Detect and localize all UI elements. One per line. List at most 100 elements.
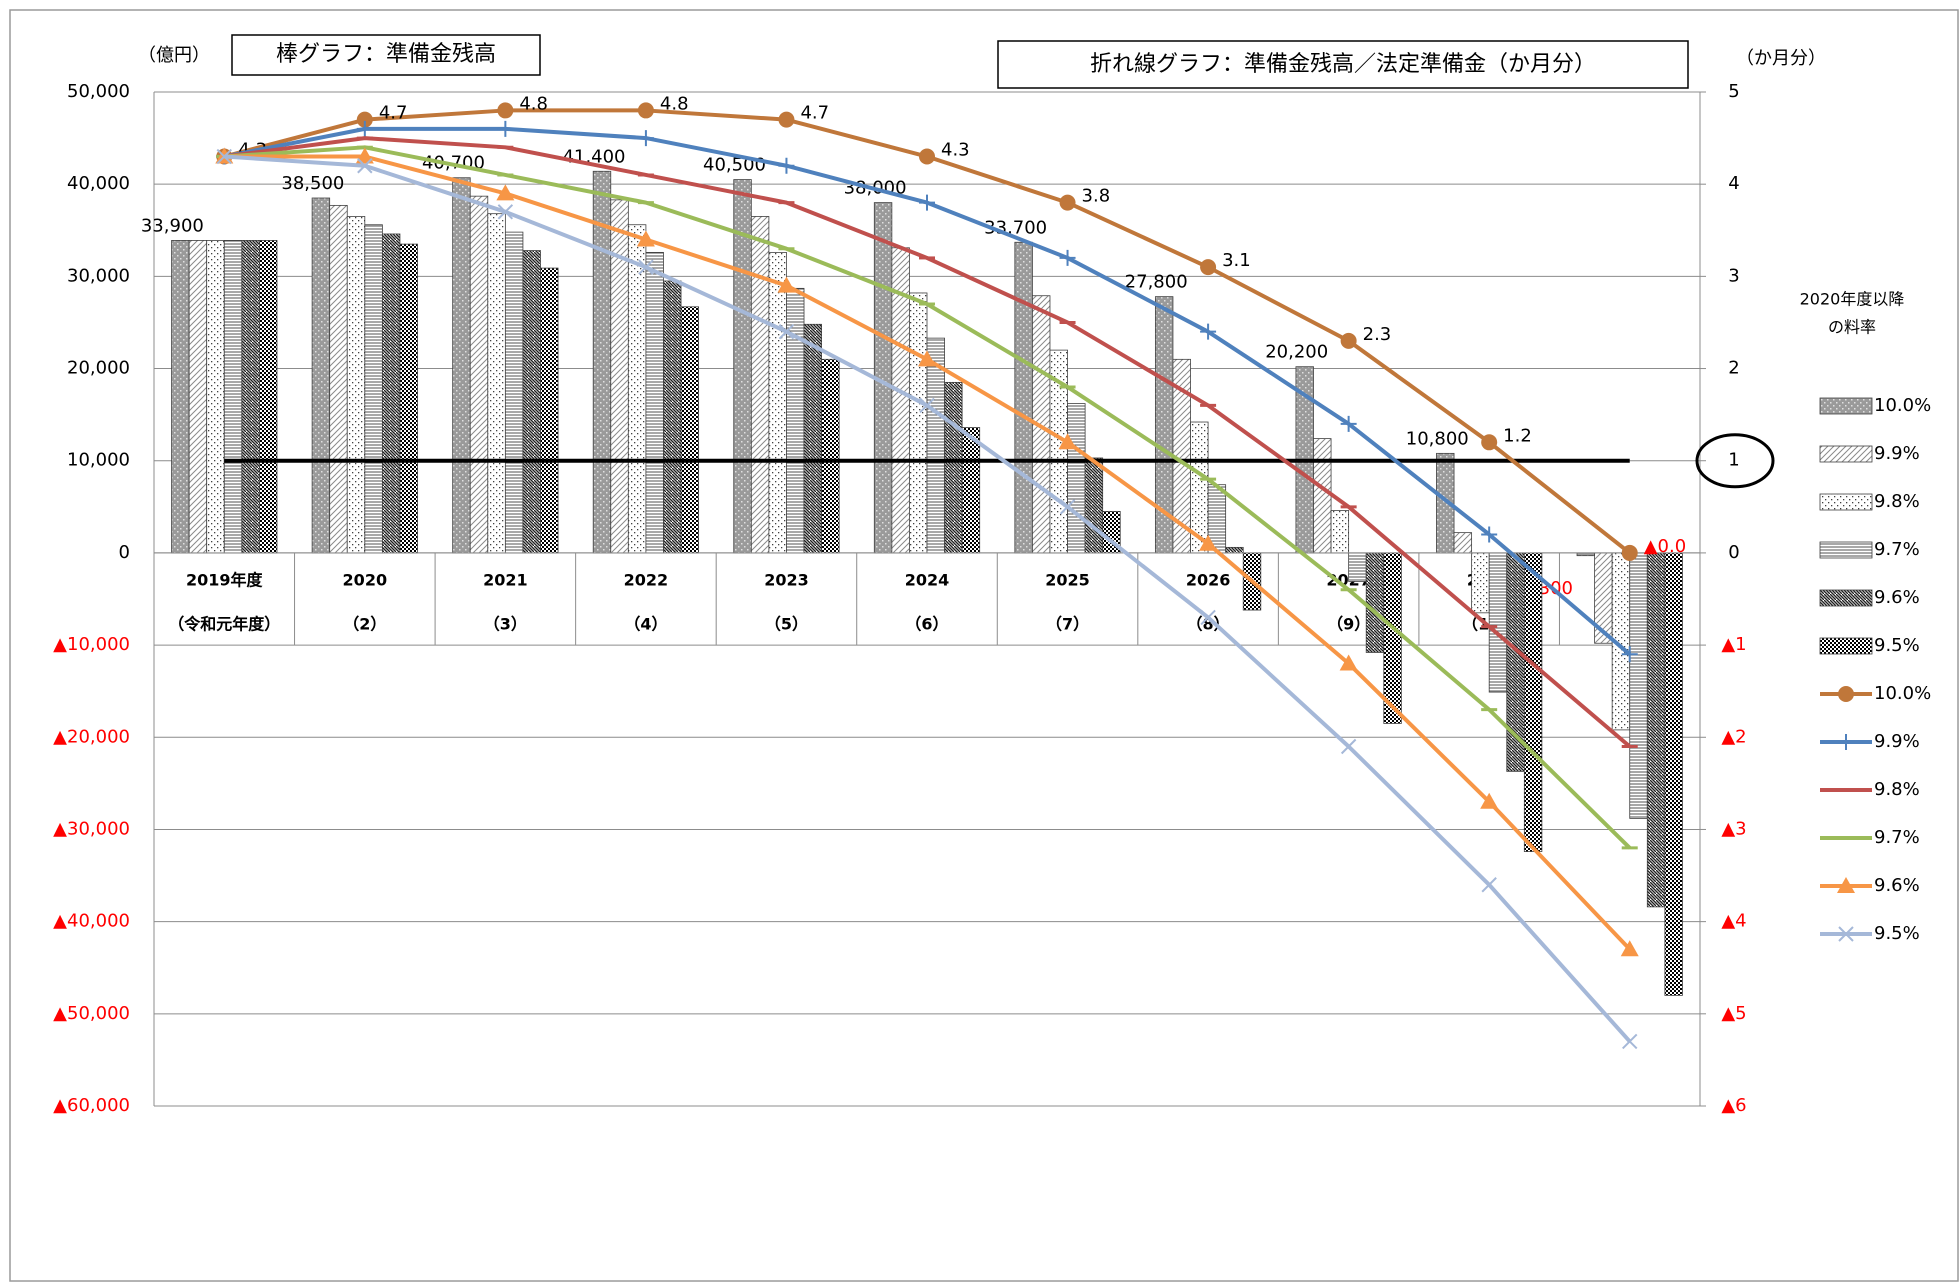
line-marker (919, 194, 935, 211)
bar (1664, 552, 1683, 996)
line-marker (919, 397, 935, 414)
line-marker (638, 259, 654, 275)
bar (663, 280, 682, 554)
y2-tick-label: 1 (1728, 450, 1739, 471)
bar-value-label: 38,500 (281, 173, 344, 194)
x-tick-label: 2020 (343, 570, 388, 589)
bar (504, 231, 524, 554)
legend-swatch (1819, 637, 1873, 655)
bar (944, 381, 963, 554)
bar (1084, 457, 1104, 554)
right-axis-unit: （か月分） (1736, 48, 1826, 69)
x-tick-label: 2023 (764, 570, 809, 589)
y2-tick-label: ▲1 (1721, 634, 1746, 655)
line-marker (216, 148, 232, 165)
legend-label: 9.5% (1874, 635, 1920, 656)
bar (540, 267, 559, 554)
y-tick-label: 20,000 (67, 358, 130, 379)
bar (469, 195, 489, 554)
line-marker (1620, 940, 1639, 957)
bar (680, 306, 700, 554)
bar-caption: 棒グラフ：準備金残高 (276, 42, 496, 67)
bar (223, 240, 243, 554)
line-marker (1339, 654, 1358, 671)
y2-tick-label: ▲5 (1721, 1003, 1746, 1024)
legend-label: 9.8% (1874, 779, 1920, 800)
line-marker (919, 148, 935, 165)
line-marker (497, 102, 514, 119)
line-marker (1340, 415, 1357, 432)
line-marker (637, 102, 654, 119)
bar-value-label: 27,800 (1125, 272, 1188, 293)
line-marker (1621, 544, 1638, 561)
x-tick-sublabel: （5） (765, 614, 808, 633)
y-tick-label: ▲50,000 (53, 1003, 130, 1024)
bar (1313, 438, 1332, 554)
legend-swatch (1819, 445, 1873, 463)
bar (1471, 552, 1490, 614)
line-value-label: 4.3 (941, 140, 970, 161)
line-marker (1059, 194, 1076, 211)
line-marker (1340, 332, 1357, 349)
x-tick-sublabel: （2） (343, 614, 386, 633)
bar (768, 251, 787, 554)
line-marker (356, 120, 373, 137)
line-marker (355, 147, 374, 164)
bar-value-label: 20,200 (1265, 342, 1328, 363)
bar (346, 216, 366, 554)
bar (803, 323, 822, 554)
line-marker (778, 157, 795, 174)
line-marker (1200, 323, 1217, 340)
line-value-label: 2.3 (1363, 324, 1392, 345)
bar (1453, 532, 1473, 554)
bar (1646, 552, 1666, 908)
line-marker (778, 111, 795, 128)
x-tick-label: 2019年度 (186, 570, 264, 589)
bar (399, 243, 418, 554)
y2-tick-label: 4 (1728, 173, 1739, 194)
x-tick-label: 2021 (483, 570, 528, 589)
y-tick-label: ▲20,000 (53, 726, 130, 747)
legend-label: 9.6% (1874, 875, 1920, 896)
y2-tick-label: ▲2 (1721, 726, 1746, 747)
line-marker (636, 230, 655, 247)
x-tick-label: 2024 (905, 570, 950, 589)
legend-swatch (1819, 541, 1873, 559)
line-marker (778, 323, 795, 340)
bar-value-label: 40,500 (703, 155, 766, 176)
bar (381, 233, 401, 554)
bar (259, 240, 278, 554)
bar (188, 240, 208, 554)
x-tick-label: 2026 (1186, 570, 1231, 589)
y2-tick-label: 2 (1728, 358, 1739, 379)
line-marker (1199, 534, 1218, 551)
bar (821, 358, 840, 554)
line-marker (637, 130, 654, 147)
x-tick-sublabel: （3） (484, 614, 527, 633)
legend-title: 2020年度以降 (1800, 290, 1905, 309)
y2-tick-label: ▲6 (1721, 1095, 1746, 1116)
bar (487, 213, 506, 554)
legend-label: 9.7% (1874, 539, 1920, 560)
legend-swatch (1819, 397, 1873, 415)
line-marker (918, 350, 936, 367)
legend-title: の料率 (1828, 318, 1876, 337)
y-tick-label: 10,000 (67, 450, 130, 471)
line-marker (1059, 249, 1076, 266)
x-tick-sublabel: （6） (905, 614, 948, 633)
bar (1629, 552, 1648, 819)
bar (1225, 546, 1244, 554)
bar (522, 250, 541, 554)
line-marker (1200, 259, 1217, 276)
bar (311, 197, 331, 554)
bar (1067, 403, 1086, 554)
line-marker (1480, 792, 1499, 809)
legend-marker (1838, 926, 1854, 942)
y2-tick-label: ▲4 (1721, 911, 1746, 932)
bar-value-label: 10,800 (1406, 428, 1469, 449)
line-marker (1340, 738, 1357, 755)
y-tick-label: ▲10,000 (53, 634, 130, 655)
line-marker (1200, 609, 1216, 626)
bar (645, 251, 664, 554)
